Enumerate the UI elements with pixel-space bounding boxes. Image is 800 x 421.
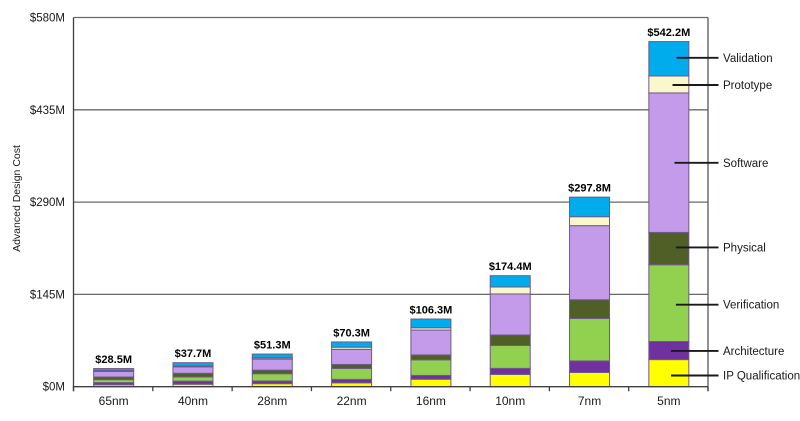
svg-text:40nm: 40nm <box>178 394 208 408</box>
svg-text:$51.3M: $51.3M <box>254 340 291 352</box>
svg-text:Verification: Verification <box>723 300 779 312</box>
svg-text:$106.3M: $106.3M <box>410 305 453 317</box>
svg-text:$290M: $290M <box>30 197 65 209</box>
svg-text:5nm: 5nm <box>657 394 680 408</box>
svg-text:$37.7M: $37.7M <box>175 348 212 360</box>
svg-text:$435M: $435M <box>30 105 65 117</box>
svg-text:10nm: 10nm <box>495 394 525 408</box>
svg-text:65nm: 65nm <box>99 394 129 408</box>
svg-text:$70.3M: $70.3M <box>333 327 370 339</box>
svg-text:IP Qualification: IP Qualification <box>723 371 800 383</box>
svg-text:$145M: $145M <box>30 289 65 301</box>
svg-text:16nm: 16nm <box>416 394 446 408</box>
svg-text:Architecture: Architecture <box>723 346 784 358</box>
svg-text:$0M: $0M <box>43 382 65 394</box>
svg-text:7nm: 7nm <box>578 394 601 408</box>
svg-text:Prototype: Prototype <box>723 80 772 92</box>
svg-text:Advanced Design Cost: Advanced Design Cost <box>11 145 23 252</box>
svg-text:28nm: 28nm <box>257 394 287 408</box>
svg-text:$297.8M: $297.8M <box>568 183 611 195</box>
svg-text:Validation: Validation <box>723 53 773 65</box>
svg-text:$174.4M: $174.4M <box>489 261 532 273</box>
svg-text:Physical: Physical <box>723 242 766 254</box>
svg-text:Software: Software <box>723 158 768 170</box>
svg-text:$580M: $580M <box>30 13 65 25</box>
svg-text:$542.2M: $542.2M <box>647 27 690 39</box>
svg-text:22nm: 22nm <box>337 394 367 408</box>
svg-text:$28.5M: $28.5M <box>95 354 132 366</box>
